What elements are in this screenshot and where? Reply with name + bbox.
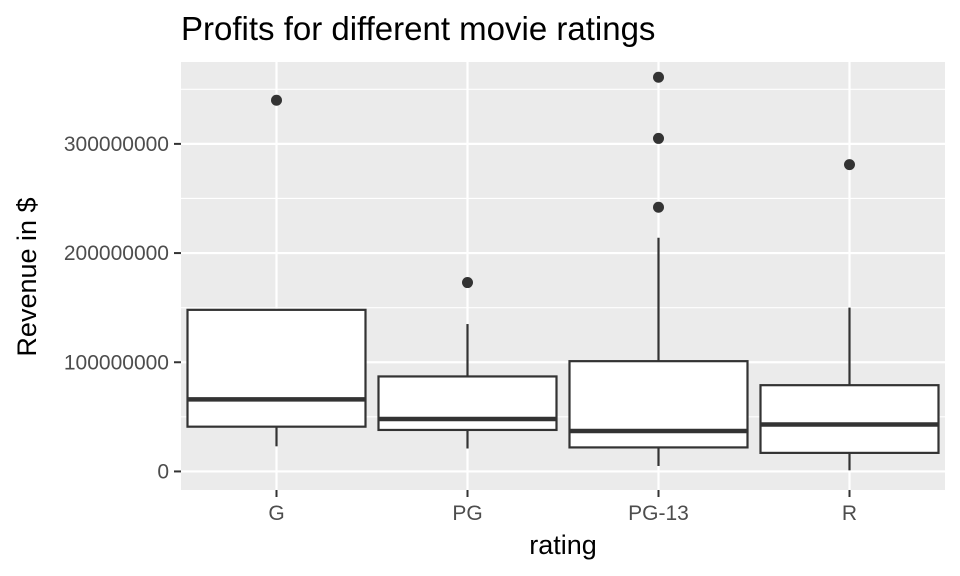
box-iqr (568, 360, 749, 449)
outlier-point (462, 277, 473, 289)
outlier-point (844, 159, 855, 171)
box-pg (377, 277, 558, 449)
box-g (186, 94, 367, 447)
y-tick-label: 300000000 (64, 133, 169, 156)
x-axis-title: rating (529, 530, 597, 560)
box-iqr (186, 308, 367, 428)
y-axis-title: Revenue in $ (12, 197, 42, 356)
y-tick-label: 100000000 (64, 351, 169, 374)
box-r (759, 159, 940, 471)
box-pg-13 (568, 71, 749, 466)
box-iqr (759, 384, 940, 454)
outlier-point (653, 132, 664, 144)
x-tick-label: R (842, 502, 857, 525)
outlier-point (653, 201, 664, 213)
box-iqr (377, 375, 558, 432)
outlier-point (271, 94, 282, 106)
chart-title: Profits for different movie ratings (181, 10, 655, 47)
y-tick-label: 200000000 (64, 242, 169, 265)
y-tick-label: 0 (157, 460, 169, 483)
boxes-layer (186, 71, 940, 471)
x-tick-label: PG (452, 502, 482, 525)
x-axis-ticks: G PG PG-13 R (268, 490, 857, 525)
x-tick-label: PG-13 (628, 502, 689, 525)
y-axis-ticks: 0 100000000 200000000 300000000 (64, 133, 181, 483)
x-tick-label: G (268, 502, 284, 525)
outlier-point (653, 71, 664, 83)
